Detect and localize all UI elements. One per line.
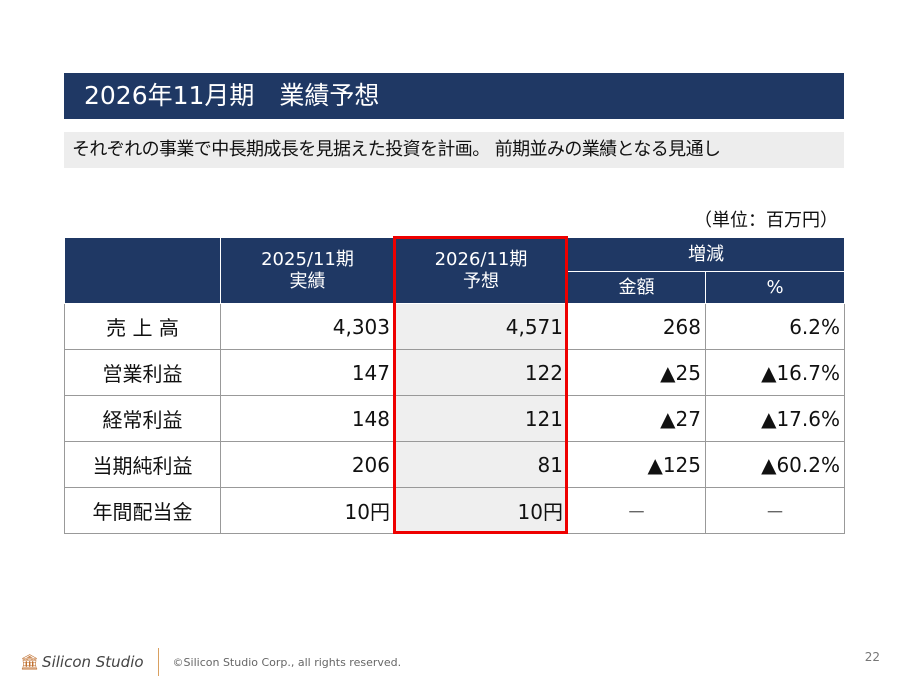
- cell-next: 122: [394, 349, 568, 396]
- header-prev: 2025/11期 実績: [220, 237, 395, 304]
- table-row: 年間配当金 10円 10円－－: [64, 487, 845, 534]
- cell-amount: ▲27: [567, 395, 706, 442]
- cell-percent: 6.2%: [705, 303, 845, 350]
- slide-title: 2026年11月期 業績予想: [64, 73, 844, 119]
- header-amount: 金額: [567, 271, 706, 304]
- table-row: 売 上 高 4,303 4,571 268 6.2%: [64, 303, 845, 350]
- header-blank: [64, 237, 221, 304]
- cell-amount: ▲125: [567, 441, 706, 488]
- cell-amount: ▲25: [567, 349, 706, 396]
- footer-divider: [157, 648, 159, 676]
- slide-subtitle: それぞれの事業で中長期成長を見据えた投資を計画。 前期並みの業績となる見通し: [64, 132, 844, 168]
- unit-label: （単位：百万円）: [694, 210, 838, 231]
- cell-prev: 147: [220, 349, 395, 396]
- cell-label: 当期純利益: [64, 441, 221, 488]
- copyright: ©Silicon Studio Corp., all rights reserv…: [172, 655, 402, 669]
- cell-percent: ▲17.6%: [705, 395, 845, 442]
- cell-next: 10円: [394, 487, 568, 534]
- table-row: 経常利益 148 121 ▲27 ▲17.6%: [64, 395, 845, 442]
- cell-label: 経常利益: [64, 395, 221, 442]
- cell-percent: ▲60.2%: [705, 441, 845, 488]
- logo-icon: 🏛: [20, 653, 40, 671]
- header-percent: %: [705, 271, 845, 304]
- cell-prev: 206: [220, 441, 395, 488]
- header-change: 増減: [567, 237, 845, 272]
- cell-next: 81: [394, 441, 568, 488]
- cell-amount: 268: [567, 303, 706, 350]
- cell-prev: 10円: [220, 487, 395, 534]
- table-row: 当期純利益 206 81 ▲125 ▲60.2%: [64, 441, 845, 488]
- company-logo: 🏛 Silicon Studio: [20, 653, 144, 671]
- footer: 🏛 Silicon Studio ©Silicon Studio Corp., a…: [20, 648, 401, 676]
- cell-next: 121: [394, 395, 568, 442]
- cell-amount: －: [567, 487, 706, 534]
- cell-percent: －: [705, 487, 845, 534]
- cell-next: 4,571: [394, 303, 568, 350]
- forecast-table: 2025/11期 実績 2026/11期 予想 増減 金額 % 売 上 高 4,303…: [64, 237, 845, 534]
- cell-prev: 4,303: [220, 303, 395, 350]
- header-next: 2026/11期 予想: [394, 237, 568, 304]
- cell-percent: ▲16.7%: [705, 349, 845, 396]
- cell-label: 年間配当金: [64, 487, 221, 534]
- cell-label: 売 上 高: [64, 303, 221, 350]
- table-row: 営業利益 147 122 ▲25 ▲16.7%: [64, 349, 845, 396]
- cell-prev: 148: [220, 395, 395, 442]
- cell-label: 営業利益: [64, 349, 221, 396]
- page-number: 22: [864, 650, 880, 664]
